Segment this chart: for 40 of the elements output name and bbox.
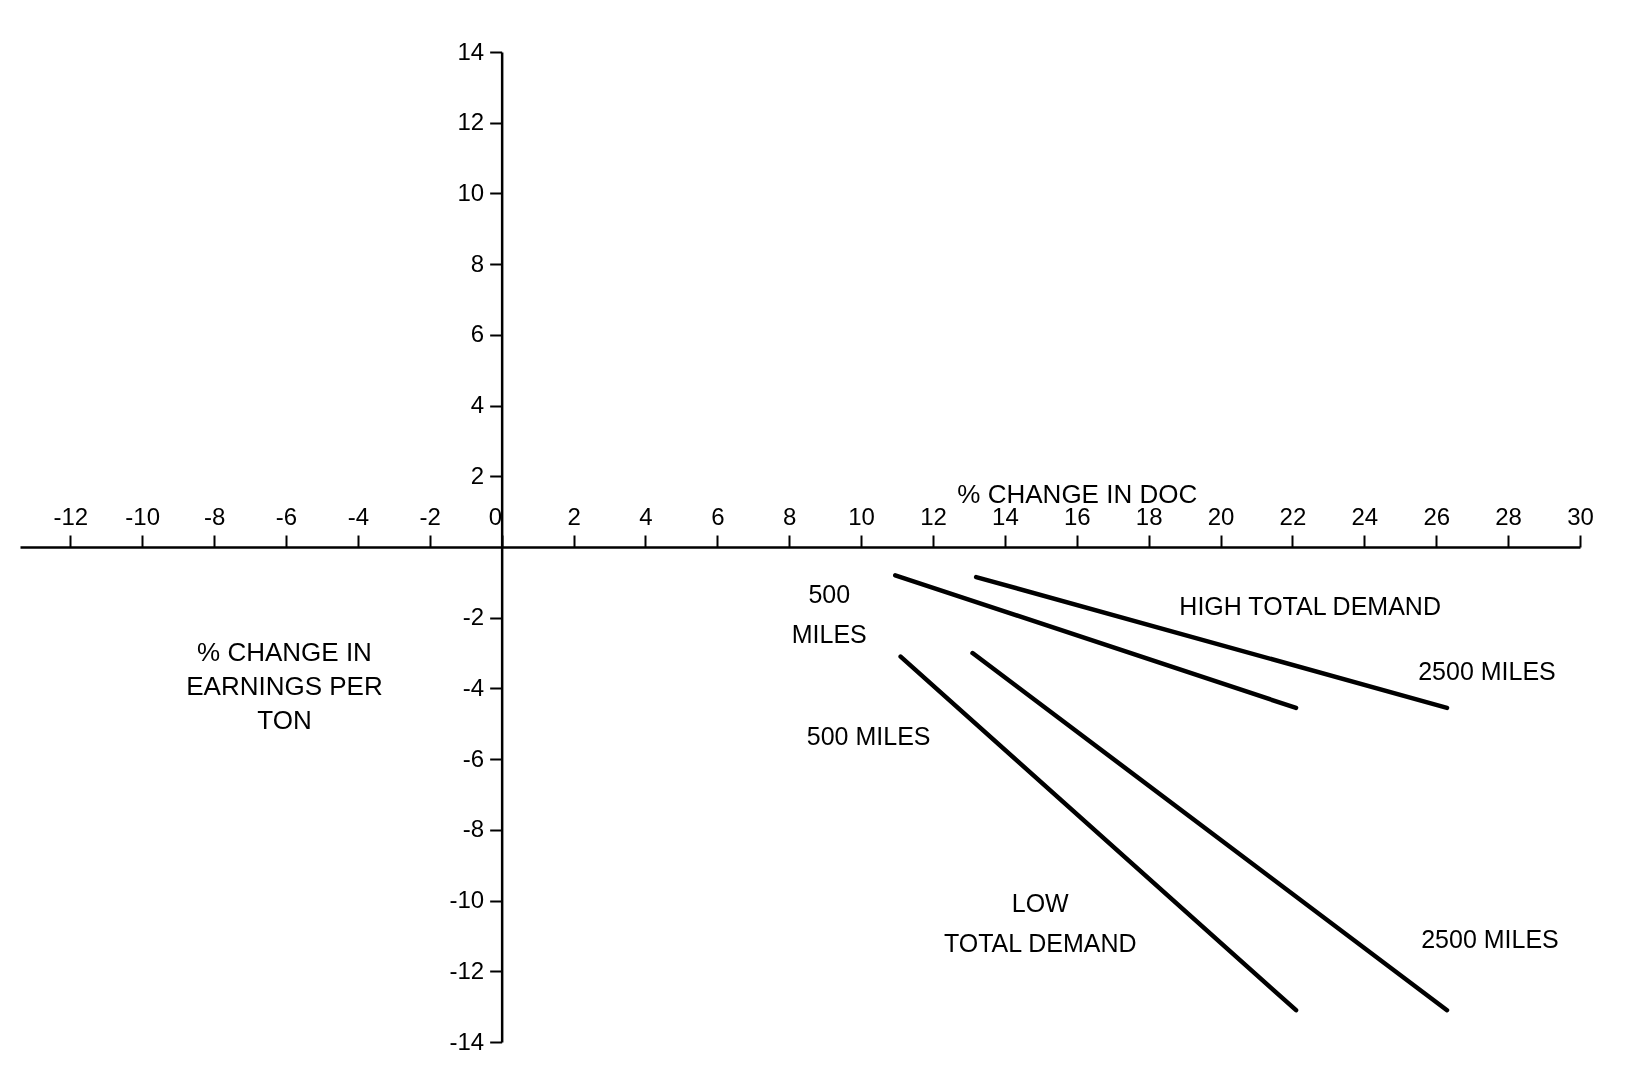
y-tick-label: -2 [462,603,485,631]
x-tick-label: 12 [920,502,947,530]
y-axis-title: % CHANGE IN EARNINGS PER TON [186,637,383,736]
y-tick-label: -8 [462,815,485,843]
x-tick-label: 6 [711,502,725,530]
series-label: 500 MILES [791,580,867,649]
x-tick-label: 22 [1279,502,1307,530]
y-tick-label: 10 [457,178,485,206]
y-tick-label: -6 [462,744,485,772]
x-tick-label: -12 [53,502,89,530]
x-tick-label: 2 [567,502,581,530]
y-tick-label: 2 [470,461,485,489]
y-tick-label: -10 [449,886,485,914]
y-tick-label: 14 [457,37,485,65]
x-tick-label: 4 [639,502,653,530]
annotation: LOW TOTAL DEMAND [943,889,1137,958]
x-tick-label: 10 [848,502,875,530]
x-tick-label: 8 [783,502,797,530]
x-tick-label: -6 [275,502,298,530]
y-tick-label: -4 [462,673,485,701]
x-tick-label: 20 [1207,502,1235,530]
x-tick-label: 0 [488,502,503,530]
series-label: 2500 MILES [1421,925,1559,954]
x-tick-label: -8 [203,502,226,530]
annotation: HIGH TOTAL DEMAND [1179,592,1441,621]
y-tick-label: -14 [449,1027,485,1055]
x-tick-label: 28 [1495,502,1522,530]
x-tick-label: -2 [419,502,441,530]
x-tick-label: 24 [1351,502,1379,530]
y-tick-label: 12 [457,108,485,136]
y-tick-label: 6 [470,320,485,348]
x-tick-label: -4 [347,502,370,530]
series-label: 500 MILES [806,721,931,750]
x-tick-label: -10 [125,502,161,530]
x-tick-label: 30 [1567,502,1594,530]
y-tick-label: 8 [470,249,485,277]
y-tick-label: -12 [449,956,485,984]
y-tick-label: 4 [470,391,485,419]
series-label: 2500 MILES [1418,656,1556,685]
x-tick-label: 26 [1423,502,1451,530]
